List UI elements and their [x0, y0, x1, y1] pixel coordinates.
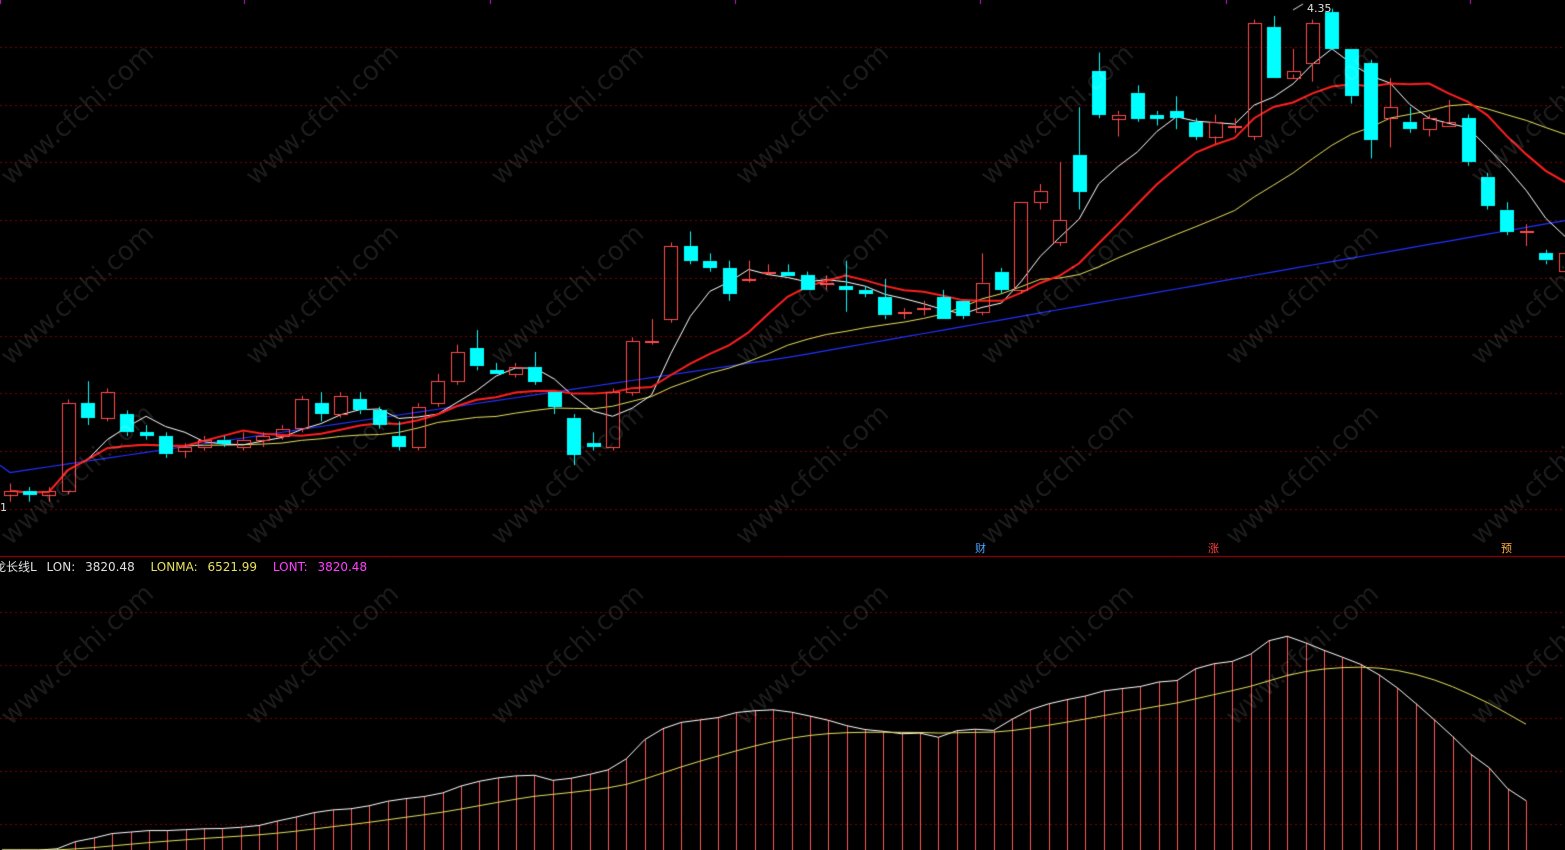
- lon-label: LON: 3820.48: [46, 560, 135, 574]
- marker-zhang[interactable]: 涨: [1208, 542, 1219, 555]
- marker-yu[interactable]: 预: [1501, 542, 1512, 555]
- left-edge-label: 1: [0, 501, 7, 514]
- indicator-legend: 龙长线L LON: 3820.48 LONMA: 6521.99 LONT: 3…: [0, 558, 379, 575]
- peak-price-label: 4.35: [1307, 2, 1332, 15]
- lont-value: 3820.48: [317, 560, 368, 574]
- indicator-name: 龙长线L: [0, 560, 37, 574]
- lon-value: 3820.48: [85, 560, 135, 574]
- lonma-value: 6521.99: [207, 560, 258, 574]
- lonma-label: LONMA: 6521.99: [150, 560, 258, 574]
- lont-label: LONT: 3820.48: [272, 560, 368, 574]
- marker-cai[interactable]: 财: [975, 542, 986, 555]
